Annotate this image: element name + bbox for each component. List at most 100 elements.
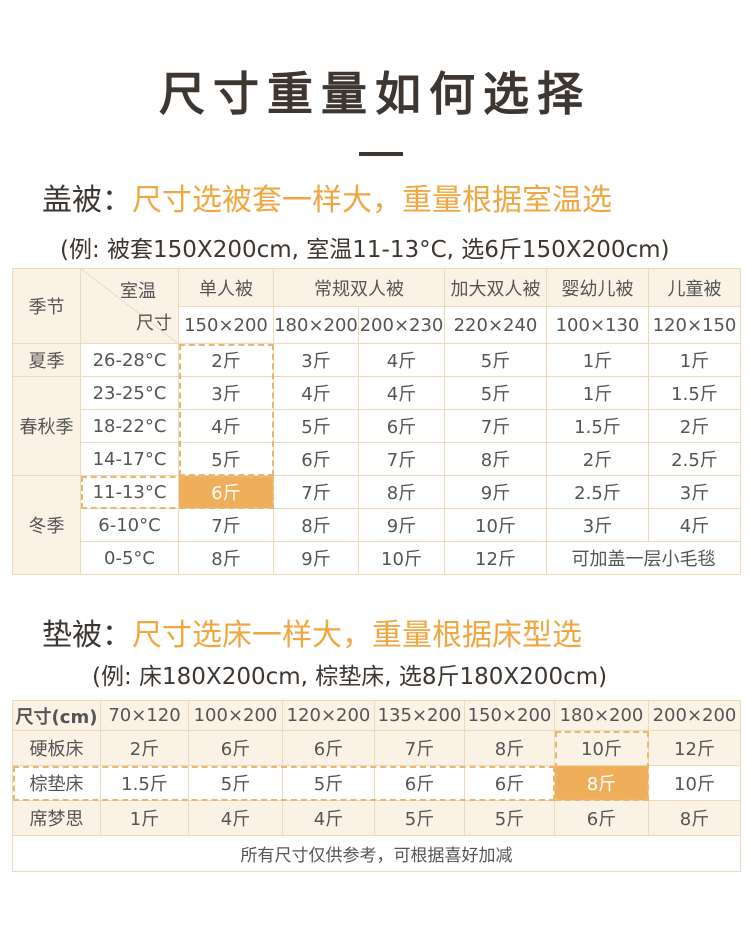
cell: 10斤 <box>444 508 547 542</box>
mattress-heading: 垫被：尺寸选床一样大，重量根据床型选 <box>42 610 582 654</box>
temp: 11-13°C <box>80 475 179 509</box>
size: 120×200 <box>282 700 375 731</box>
header-row: 尺寸(cm) 70×120 100×200 120×200 135×200 150×200… <box>12 700 741 731</box>
heading: 尺寸选床一样大，重量根据床型选 <box>132 618 582 653</box>
size: 200×200 <box>648 700 741 731</box>
season: 夏季 <box>12 343 81 377</box>
cell: 8斤 <box>178 541 274 575</box>
group-header: 加大双人被 <box>444 268 547 307</box>
cell: 4斤 <box>358 343 445 377</box>
size-header: 尺寸(cm) <box>12 700 101 731</box>
data-row: 0-5°C 8斤 9斤 10斤 12斤 可加盖一层小毛毯 <box>13 541 741 575</box>
cell: 1斤 <box>546 376 649 410</box>
temp: 26-28°C <box>80 343 179 377</box>
cell: 7斤 <box>444 409 547 443</box>
cell: 12斤 <box>648 730 741 766</box>
temp-header: 室温 <box>120 281 156 302</box>
example: (例: 床180X200cm, 棕垫床, 选8斤180X200cm) <box>92 664 608 690</box>
cell: 2斤 <box>546 442 649 476</box>
temp: 14-17°C <box>80 442 179 476</box>
temp: 6-10°C <box>80 508 179 542</box>
data-row: 硬板床 2斤 6斤 6斤 7斤 8斤 10斤 12斤 <box>12 730 741 766</box>
cell: 1斤 <box>100 800 189 836</box>
data-row: 14-17°C 5斤 6斤 7斤 8斤 2斤 2.5斤 <box>13 442 741 476</box>
cell: 6斤 <box>374 765 465 801</box>
size-header: 尺寸 <box>136 313 172 334</box>
cell: 8斤 <box>273 508 359 542</box>
quilt-heading: 盖被：尺寸选被套一样大，重量根据室温选 <box>42 175 612 219</box>
cell: 1.5斤 <box>546 409 649 443</box>
cell: 1.5斤 <box>100 765 189 801</box>
cell: 可加盖一层小毛毯 <box>546 541 741 575</box>
cell: 4斤 <box>282 800 375 836</box>
corner: 室温尺寸 <box>80 268 179 344</box>
cell: 10斤 <box>358 541 445 575</box>
group-header: 婴幼儿被 <box>546 268 649 307</box>
temp: 0-5°C <box>80 541 179 575</box>
season: 冬季 <box>12 475 81 575</box>
note-row: 所有尺寸仅供参考，可根据喜好加减 <box>12 835 741 872</box>
cell: 6斤 <box>188 730 283 766</box>
cell: 5斤 <box>464 800 555 836</box>
cell: 6斤 <box>282 730 375 766</box>
cell: 6斤 <box>464 765 555 801</box>
diagonal <box>81 269 179 344</box>
bed: 硬板床 <box>12 730 101 766</box>
cell: 2斤 <box>100 730 189 766</box>
cell: 12斤 <box>444 541 547 575</box>
cell: 8斤 <box>464 730 555 766</box>
cell: 7斤 <box>358 442 445 476</box>
size: 100×130 <box>546 306 649 344</box>
label: 垫被： <box>42 618 132 653</box>
label: 盖被： <box>42 183 132 218</box>
cell: 8斤 <box>648 800 741 836</box>
cell: 4斤 <box>648 508 741 542</box>
size: 180×200 <box>273 306 359 344</box>
size: 220×240 <box>444 306 547 344</box>
cell: 8斤 <box>358 475 445 509</box>
cell: 4斤 <box>178 409 274 443</box>
cell: 2.5斤 <box>546 475 649 509</box>
heading: 尺寸选被套一样大，重量根据室温选 <box>132 183 612 218</box>
cell: 9斤 <box>444 475 547 509</box>
size: 200×230 <box>358 306 445 344</box>
cell: 5斤 <box>273 409 359 443</box>
cell: 5斤 <box>374 800 465 836</box>
cell: 7斤 <box>374 730 465 766</box>
cell: 6斤 <box>178 475 274 509</box>
cell: 2斤 <box>178 343 274 377</box>
cell: 6斤 <box>554 800 649 836</box>
cell: 9斤 <box>273 541 359 575</box>
note: 所有尺寸仅供参考，可根据喜好加减 <box>12 835 741 872</box>
data-row: 夏季 26-28°C 2斤 3斤 4斤 5斤 1斤 1斤 <box>12 343 741 377</box>
size: 150×200 <box>178 306 274 344</box>
group-header: 常规双人被 <box>273 268 445 307</box>
cell: 3斤 <box>273 343 359 377</box>
cell: 6斤 <box>273 442 359 476</box>
divider <box>359 152 403 156</box>
cell: 4斤 <box>188 800 283 836</box>
cell: 8斤 <box>554 765 649 801</box>
cell: 10斤 <box>554 730 649 766</box>
group-header: 儿童被 <box>648 268 741 307</box>
cell: 1.5斤 <box>648 376 741 410</box>
cell: 5斤 <box>444 343 547 377</box>
season: 春秋季 <box>12 376 81 476</box>
cell: 3斤 <box>648 475 741 509</box>
size: 70×120 <box>100 700 189 731</box>
cell: 6斤 <box>358 409 445 443</box>
cell: 1斤 <box>648 343 741 377</box>
cell: 3斤 <box>546 508 649 542</box>
cell: 5斤 <box>188 765 283 801</box>
bed: 棕垫床 <box>12 765 101 801</box>
cell: 5斤 <box>178 442 274 476</box>
cell: 4斤 <box>358 376 445 410</box>
cell: 1斤 <box>546 343 649 377</box>
bed: 席梦思 <box>12 800 101 836</box>
header-row: 季节 室温 尺寸 单人被 常规双人被 加大双人被 婴幼儿被 儿童被 <box>12 268 741 344</box>
cell: 7斤 <box>273 475 359 509</box>
cell: 7斤 <box>178 508 274 542</box>
quilt-table: 季节 室温 尺寸 单人被 常规双人被 加大双人被 婴幼儿被 儿童被 150×200 180×200… <box>12 268 741 575</box>
group-header: 单人被 <box>178 268 274 307</box>
mattress-table: 尺寸(cm) 70×120 100×200 120×200 135×200 150×200… <box>12 700 741 872</box>
